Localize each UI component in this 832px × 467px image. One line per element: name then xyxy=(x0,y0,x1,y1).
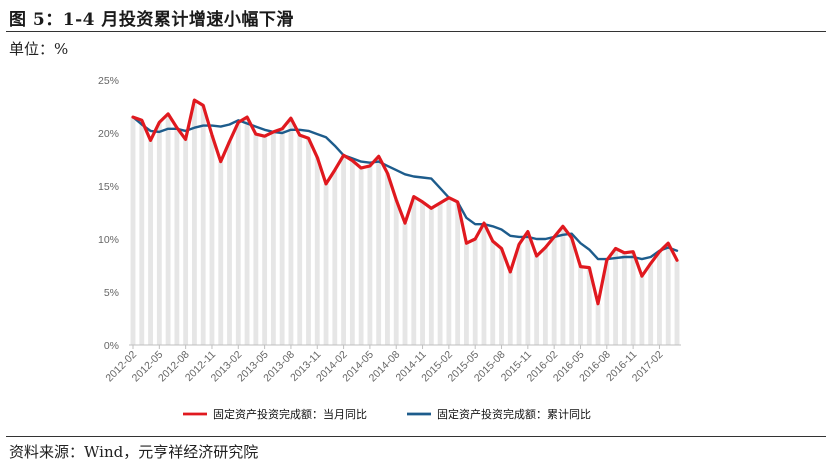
background-bar xyxy=(586,267,592,345)
background-bar xyxy=(665,243,671,345)
legend-label-monthly: 固定资产投资完成额：当月同比 xyxy=(213,407,367,421)
background-bar xyxy=(174,127,180,345)
background-bar xyxy=(218,161,224,345)
source-divider xyxy=(6,436,826,437)
background-bar xyxy=(385,173,390,345)
y-tick-label: 15% xyxy=(98,181,119,193)
background-bar xyxy=(542,247,548,345)
background-bar xyxy=(411,196,417,345)
background-bar xyxy=(402,223,408,345)
unit-label: 单位：% xyxy=(9,40,69,58)
background-bar xyxy=(613,248,618,345)
y-tick-label: 20% xyxy=(98,128,119,140)
y-axis: 0% 5% 10% 15% 20% 25% xyxy=(98,75,119,352)
background-bar xyxy=(183,139,189,345)
background-bar xyxy=(288,118,294,345)
background-bar xyxy=(481,223,487,345)
background-bar xyxy=(235,122,241,346)
background-bar xyxy=(156,122,162,346)
background-bar xyxy=(604,260,610,345)
background-bar xyxy=(578,266,583,345)
title-divider xyxy=(6,31,826,32)
background-bar xyxy=(490,241,496,345)
background-bar xyxy=(525,231,531,345)
background-bar xyxy=(499,248,504,345)
background-bar xyxy=(551,236,557,345)
legend: 固定资产投资完成额：当月同比 固定资产投资完成额：累计同比 xyxy=(183,407,591,421)
background-bar xyxy=(253,134,259,345)
background-bar xyxy=(420,201,425,345)
background-bar xyxy=(227,141,232,345)
background-bar xyxy=(192,100,197,345)
background-bar xyxy=(393,199,399,345)
background-bar xyxy=(349,160,355,345)
background-bar xyxy=(428,208,434,345)
background-bar xyxy=(674,260,680,345)
background-bar xyxy=(262,136,268,345)
background-bar xyxy=(464,243,469,345)
legend-label-cumulative: 固定资产投资完成额：累计同比 xyxy=(437,407,591,421)
background-bar xyxy=(534,255,540,345)
background-bar xyxy=(165,113,171,345)
background-bar xyxy=(358,167,364,345)
background-bar xyxy=(130,117,136,345)
background-bar xyxy=(148,140,153,345)
background-bar xyxy=(297,135,303,345)
background-bar xyxy=(648,263,654,345)
x-axis: 2012-022012-052012-082012-112013-022013-… xyxy=(103,344,681,384)
background-bar xyxy=(560,226,566,345)
background-bar xyxy=(569,237,575,345)
background-bar xyxy=(376,156,382,345)
background-bar xyxy=(455,201,461,345)
bar-background-layer xyxy=(130,100,680,346)
y-tick-label: 25% xyxy=(98,75,119,87)
background-bar xyxy=(516,244,522,345)
background-bar xyxy=(139,120,145,345)
y-tick-label: 5% xyxy=(104,287,119,299)
background-bar xyxy=(639,276,645,345)
background-bar xyxy=(595,303,601,345)
background-bar xyxy=(507,271,513,345)
background-bar xyxy=(209,135,215,345)
series-line-monthly xyxy=(131,98,679,306)
background-bar xyxy=(306,138,311,345)
y-tick-label: 0% xyxy=(104,340,119,352)
background-bar xyxy=(657,251,662,345)
background-bar xyxy=(630,251,636,345)
background-bar xyxy=(367,165,373,345)
background-bar xyxy=(332,170,338,345)
background-bar xyxy=(270,131,276,345)
background-bar xyxy=(323,183,329,345)
background-bar xyxy=(341,155,346,345)
background-bar xyxy=(244,117,250,345)
series-lines xyxy=(131,98,679,306)
background-bar xyxy=(200,105,206,345)
background-bar xyxy=(279,128,285,345)
y-tick-label: 10% xyxy=(98,234,119,246)
source-note: 资料来源：Wind，元亨祥经济研究院 xyxy=(9,443,259,461)
figure-title: 图 5：1-4 月投资累计增速小幅下滑 xyxy=(9,10,294,30)
background-bar xyxy=(437,202,443,345)
series-line-cumulative xyxy=(131,115,679,261)
background-bar xyxy=(621,252,627,345)
background-bar xyxy=(472,239,478,345)
background-bar xyxy=(446,197,452,345)
background-bar xyxy=(314,157,320,345)
